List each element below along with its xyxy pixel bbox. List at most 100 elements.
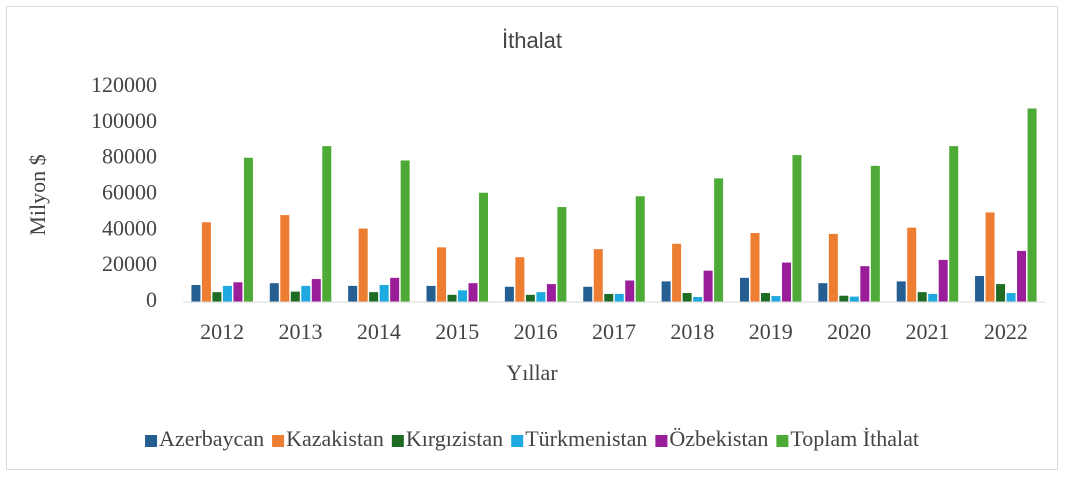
bar xyxy=(468,283,478,302)
bar xyxy=(760,293,770,302)
x-tick-label: 2020 xyxy=(827,319,871,344)
x-tick-label: 2012 xyxy=(200,319,244,344)
bar xyxy=(212,292,222,302)
bar xyxy=(860,266,870,302)
bar xyxy=(243,157,253,302)
x-tick-label: 2017 xyxy=(592,319,636,344)
bar xyxy=(750,233,760,302)
bar xyxy=(583,286,593,302)
x-axis-title: Yıllar xyxy=(506,360,558,385)
bar xyxy=(515,257,525,302)
bar xyxy=(739,277,749,302)
legend-swatch xyxy=(145,435,158,447)
bar xyxy=(975,276,985,302)
legend-label: Kazakistan xyxy=(286,426,384,451)
x-tick-label: 2016 xyxy=(514,319,558,344)
x-tick-label: 2014 xyxy=(357,319,401,344)
y-tick-label: 100000 xyxy=(91,108,157,133)
bar xyxy=(714,178,724,302)
bar xyxy=(604,293,614,302)
x-tick-label: 2021 xyxy=(905,319,949,344)
bar xyxy=(985,212,995,302)
legend-swatch xyxy=(391,435,404,447)
legend-label: Azerbaycan xyxy=(159,426,264,451)
y-tick-label: 120000 xyxy=(91,72,157,97)
chart-title: İthalat xyxy=(502,28,562,53)
x-tick-label: 2022 xyxy=(984,319,1028,344)
bar xyxy=(390,277,400,302)
bar xyxy=(682,293,692,302)
bar xyxy=(311,279,321,302)
bar xyxy=(504,286,514,302)
bar xyxy=(458,290,468,302)
bar xyxy=(546,284,556,302)
chart-border xyxy=(6,6,1058,470)
bar xyxy=(447,294,457,302)
bar xyxy=(358,228,368,302)
bar xyxy=(426,285,436,302)
bar xyxy=(1017,250,1027,302)
bar xyxy=(593,249,603,302)
bar xyxy=(348,285,358,302)
bar xyxy=(280,215,290,302)
bar xyxy=(290,291,300,302)
bar xyxy=(369,292,379,302)
legend-label: Özbekistan xyxy=(669,426,768,451)
bar xyxy=(1006,293,1016,302)
x-tick-label: 2019 xyxy=(749,319,793,344)
bar xyxy=(870,165,880,302)
y-tick-label: 80000 xyxy=(102,144,157,169)
bar xyxy=(917,292,927,302)
legend-swatch xyxy=(511,435,524,447)
bar xyxy=(536,292,546,302)
y-tick-label: 20000 xyxy=(102,251,157,276)
x-tick-label: 2018 xyxy=(670,319,714,344)
bar xyxy=(1027,108,1037,302)
bar xyxy=(201,222,211,302)
bar xyxy=(635,196,645,302)
x-tick-label: 2015 xyxy=(435,319,479,344)
legend-swatch xyxy=(776,435,789,447)
bar xyxy=(191,284,201,302)
bar xyxy=(849,296,859,302)
legend-label: Toplam İthalat xyxy=(790,426,919,451)
bar xyxy=(828,233,838,302)
bar xyxy=(614,293,624,302)
bar xyxy=(781,262,791,302)
bar xyxy=(896,281,906,302)
bar xyxy=(818,283,828,302)
bar xyxy=(693,296,703,302)
bar xyxy=(557,207,567,302)
bar xyxy=(907,227,917,302)
bar xyxy=(771,296,781,302)
y-axis-title: Milyon $ xyxy=(25,154,50,235)
bar xyxy=(322,146,332,302)
bar xyxy=(233,282,243,302)
bar xyxy=(938,259,948,302)
bar xyxy=(525,294,535,302)
bar xyxy=(661,281,671,302)
bar xyxy=(703,270,713,302)
legend-label: Türkmenistan xyxy=(525,426,647,451)
legend-label: Kırgızistan xyxy=(406,426,503,451)
legend-swatch xyxy=(272,435,285,447)
bar xyxy=(301,285,311,302)
bar xyxy=(269,283,279,302)
bar xyxy=(928,293,938,302)
y-tick-label: 0 xyxy=(146,287,157,312)
bar xyxy=(479,192,489,302)
bar xyxy=(625,280,635,302)
bar xyxy=(949,146,959,302)
y-tick-label: 60000 xyxy=(102,180,157,205)
bar xyxy=(400,160,410,302)
bar xyxy=(437,247,447,302)
bar xyxy=(222,285,232,302)
bar xyxy=(996,284,1006,302)
x-tick-label: 2013 xyxy=(279,319,323,344)
bar xyxy=(672,243,682,302)
legend-swatch xyxy=(655,435,668,447)
bar xyxy=(379,284,389,302)
bar xyxy=(792,155,802,302)
